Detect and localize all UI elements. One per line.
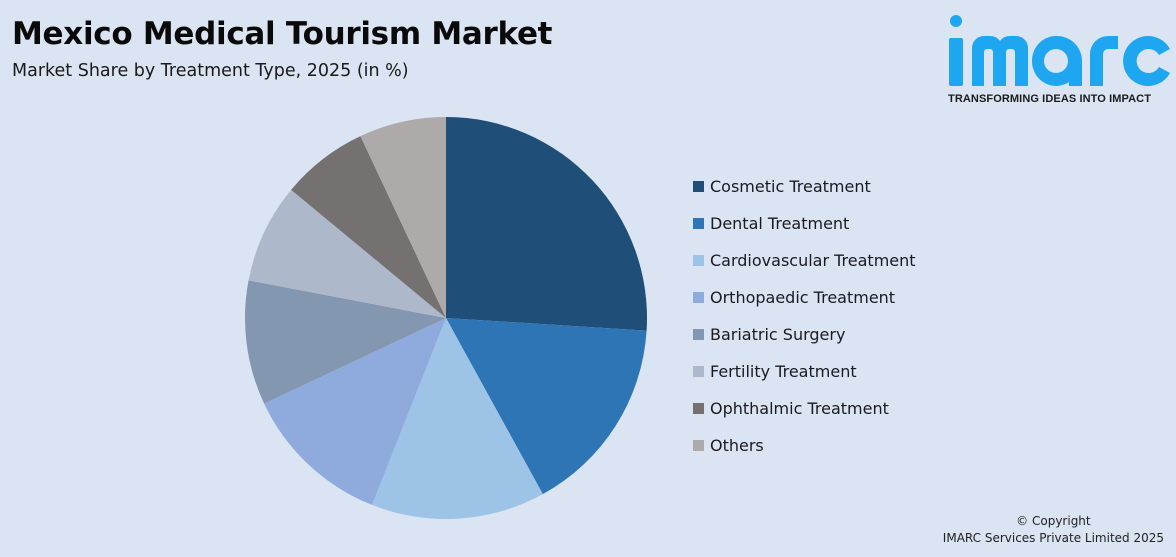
legend-item: Ophthalmic Treatment — [693, 390, 916, 427]
legend-label: Dental Treatment — [710, 214, 850, 233]
copyright-line: © Copyright — [1016, 514, 1091, 528]
company-line: IMARC Services Private Limited 2025 — [942, 531, 1164, 545]
legend-swatch — [693, 181, 704, 192]
legend-swatch — [693, 403, 704, 414]
pie-slice-orthopaedic-treatment — [264, 318, 446, 505]
pie-slice-dental-treatment — [446, 318, 647, 495]
logo-tagline: TRANSFORMING IDEAS INTO IMPACT — [948, 93, 1152, 105]
pie-slice-ophthalmic-treatment — [291, 136, 446, 318]
legend-item: Orthopaedic Treatment — [693, 279, 916, 316]
legend-item: Cosmetic Treatment — [693, 168, 916, 205]
pie-slice-bariatric-surgery — [245, 280, 446, 404]
pie-chart — [245, 117, 647, 519]
imarc-wordmark-icon — [949, 15, 1170, 86]
chart-title: Mexico Medical Tourism Market — [12, 16, 553, 52]
legend-label: Bariatric Surgery — [710, 325, 846, 344]
imarc-logo: TRANSFORMING IDEAS INTO IMPACT — [944, 12, 1172, 108]
pie-slice-fertility-treatment — [248, 189, 446, 318]
copyright-notice: © Copyright IMARC Services Private Limit… — [943, 513, 1164, 547]
chart-subtitle: Market Share by Treatment Type, 2025 (in… — [12, 61, 409, 81]
legend-label: Ophthalmic Treatment — [710, 399, 889, 418]
legend-swatch — [693, 255, 704, 266]
legend-item: Cardiovascular Treatment — [693, 242, 916, 279]
legend-item: Bariatric Surgery — [693, 316, 916, 353]
legend-label: Cosmetic Treatment — [710, 177, 871, 196]
legend-swatch — [693, 366, 704, 377]
legend-item: Fertility Treatment — [693, 353, 916, 390]
legend-item: Others — [693, 427, 916, 464]
legend-swatch — [693, 218, 704, 229]
legend-item: Dental Treatment — [693, 205, 916, 242]
legend-label: Cardiovascular Treatment — [710, 251, 916, 270]
legend-swatch — [693, 292, 704, 303]
pie-slice-cosmetic-treatment — [446, 117, 647, 331]
legend-label: Others — [710, 436, 764, 455]
legend-label: Fertility Treatment — [710, 362, 857, 381]
pie-slice-cardiovascular-treatment — [372, 318, 543, 519]
legend-swatch — [693, 329, 704, 340]
chart-legend: Cosmetic Treatment Dental Treatment Cardio… — [693, 168, 916, 464]
legend-swatch — [693, 440, 704, 451]
pie-slice-others — [360, 117, 446, 318]
legend-label: Orthopaedic Treatment — [710, 288, 896, 307]
